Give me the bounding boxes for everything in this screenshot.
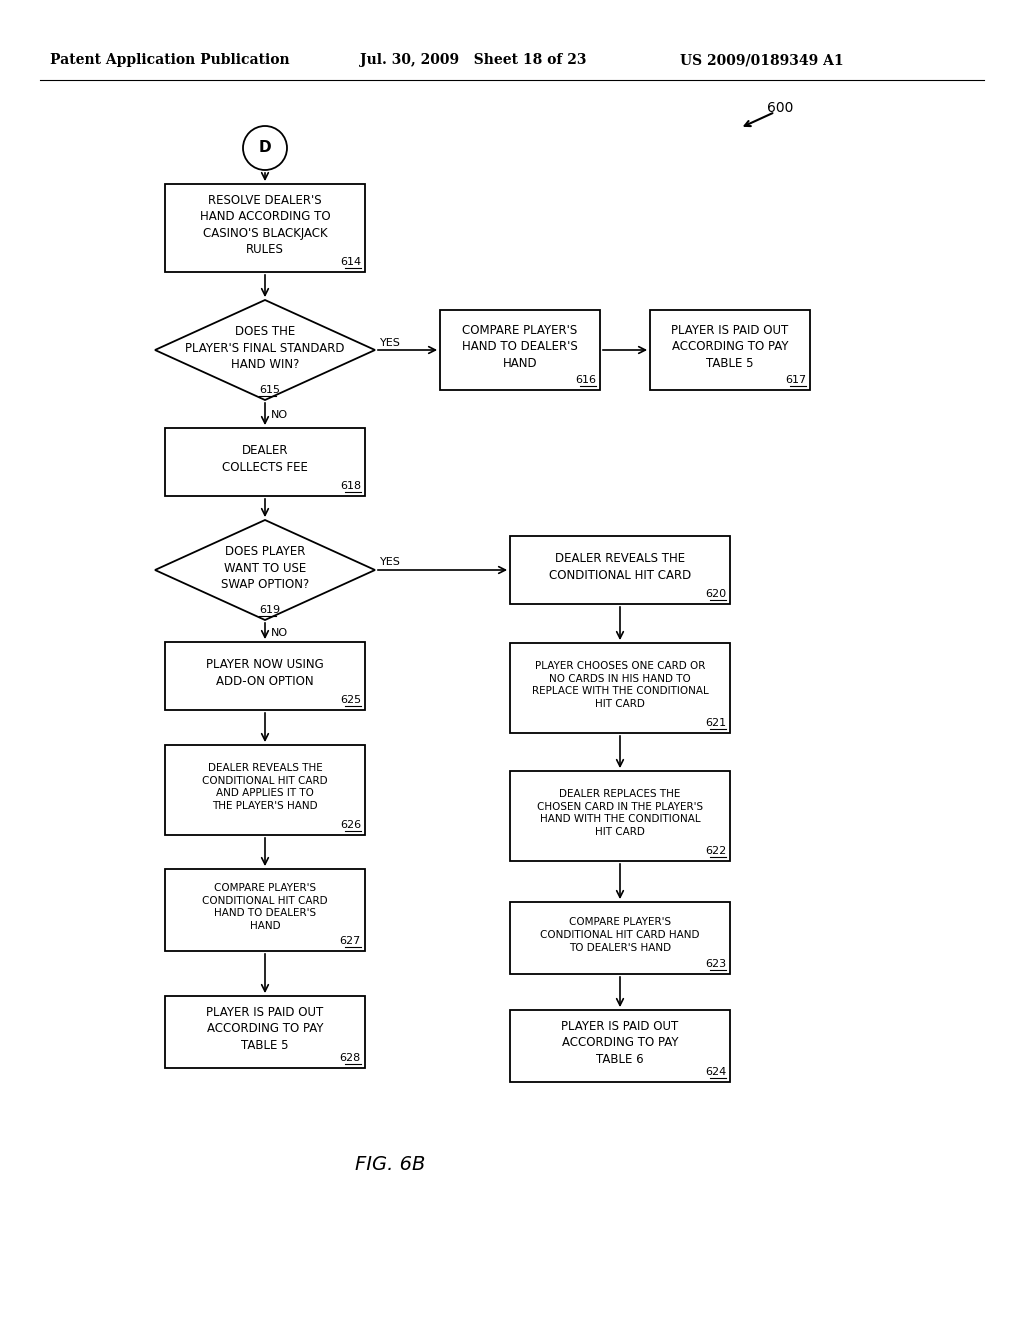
- Bar: [165, 997, 365, 1068]
- Bar: [165, 642, 365, 710]
- Bar: [510, 536, 730, 605]
- Text: 626: 626: [340, 820, 361, 830]
- Text: YES: YES: [380, 338, 400, 348]
- Text: 617: 617: [784, 375, 806, 385]
- Text: DEALER REVEALS THE
CONDITIONAL HIT CARD
AND APPLIES IT TO
THE PLAYER'S HAND: DEALER REVEALS THE CONDITIONAL HIT CARD …: [202, 763, 328, 812]
- Text: 614: 614: [340, 257, 361, 267]
- Text: Patent Application Publication: Patent Application Publication: [50, 53, 290, 67]
- Bar: [510, 1010, 730, 1082]
- Text: DOES THE
PLAYER'S FINAL STANDARD
HAND WIN?: DOES THE PLAYER'S FINAL STANDARD HAND WI…: [185, 325, 345, 371]
- Bar: [510, 902, 730, 974]
- Text: DOES PLAYER
WANT TO USE
SWAP OPTION?: DOES PLAYER WANT TO USE SWAP OPTION?: [221, 545, 309, 591]
- Text: COMPARE PLAYER'S
CONDITIONAL HIT CARD HAND
TO DEALER'S HAND: COMPARE PLAYER'S CONDITIONAL HIT CARD HA…: [541, 917, 699, 953]
- Bar: [165, 428, 365, 496]
- Text: 621: 621: [705, 718, 726, 729]
- Text: 619: 619: [259, 605, 281, 615]
- Text: D: D: [259, 140, 271, 156]
- Text: YES: YES: [380, 557, 400, 568]
- Bar: [165, 183, 365, 272]
- Circle shape: [243, 125, 287, 170]
- Bar: [165, 744, 365, 836]
- Text: 618: 618: [340, 480, 361, 491]
- Text: 616: 616: [575, 375, 596, 385]
- Polygon shape: [155, 300, 375, 400]
- Bar: [440, 310, 600, 389]
- Bar: [510, 643, 730, 733]
- Polygon shape: [155, 520, 375, 620]
- Text: 624: 624: [705, 1067, 726, 1077]
- Bar: [650, 310, 810, 389]
- Text: COMPARE PLAYER'S
HAND TO DEALER'S
HAND: COMPARE PLAYER'S HAND TO DEALER'S HAND: [462, 323, 578, 370]
- Text: 615: 615: [259, 385, 280, 395]
- Text: NO: NO: [271, 411, 288, 420]
- Text: 600: 600: [767, 102, 794, 115]
- Text: 620: 620: [705, 589, 726, 599]
- Text: DEALER
COLLECTS FEE: DEALER COLLECTS FEE: [222, 445, 308, 474]
- Text: Jul. 30, 2009   Sheet 18 of 23: Jul. 30, 2009 Sheet 18 of 23: [360, 53, 587, 67]
- Text: PLAYER IS PAID OUT
ACCORDING TO PAY
TABLE 5: PLAYER IS PAID OUT ACCORDING TO PAY TABL…: [207, 1006, 324, 1052]
- Text: DEALER REVEALS THE
CONDITIONAL HIT CARD: DEALER REVEALS THE CONDITIONAL HIT CARD: [549, 552, 691, 582]
- Text: NO: NO: [271, 628, 288, 638]
- Text: PLAYER IS PAID OUT
ACCORDING TO PAY
TABLE 6: PLAYER IS PAID OUT ACCORDING TO PAY TABL…: [561, 1020, 679, 1067]
- Text: 628: 628: [340, 1053, 361, 1063]
- Bar: [510, 771, 730, 861]
- Bar: [165, 869, 365, 950]
- Text: FIG. 6B: FIG. 6B: [354, 1155, 425, 1175]
- Text: PLAYER IS PAID OUT
ACCORDING TO PAY
TABLE 5: PLAYER IS PAID OUT ACCORDING TO PAY TABL…: [672, 323, 788, 370]
- Text: 623: 623: [705, 960, 726, 969]
- Text: DEALER REPLACES THE
CHOSEN CARD IN THE PLAYER'S
HAND WITH THE CONDITIONAL
HIT CA: DEALER REPLACES THE CHOSEN CARD IN THE P…: [537, 789, 703, 837]
- Text: 625: 625: [340, 696, 361, 705]
- Text: 622: 622: [705, 846, 726, 855]
- Text: PLAYER CHOOSES ONE CARD OR
NO CARDS IN HIS HAND TO
REPLACE WITH THE CONDITIONAL
: PLAYER CHOOSES ONE CARD OR NO CARDS IN H…: [531, 661, 709, 709]
- Text: US 2009/0189349 A1: US 2009/0189349 A1: [680, 53, 844, 67]
- Text: PLAYER NOW USING
ADD-ON OPTION: PLAYER NOW USING ADD-ON OPTION: [206, 659, 324, 688]
- Text: COMPARE PLAYER'S
CONDITIONAL HIT CARD
HAND TO DEALER'S
HAND: COMPARE PLAYER'S CONDITIONAL HIT CARD HA…: [202, 883, 328, 931]
- Text: 627: 627: [340, 936, 361, 946]
- Text: RESOLVE DEALER'S
HAND ACCORDING TO
CASINO'S BLACKJACK
RULES: RESOLVE DEALER'S HAND ACCORDING TO CASIN…: [200, 194, 331, 256]
